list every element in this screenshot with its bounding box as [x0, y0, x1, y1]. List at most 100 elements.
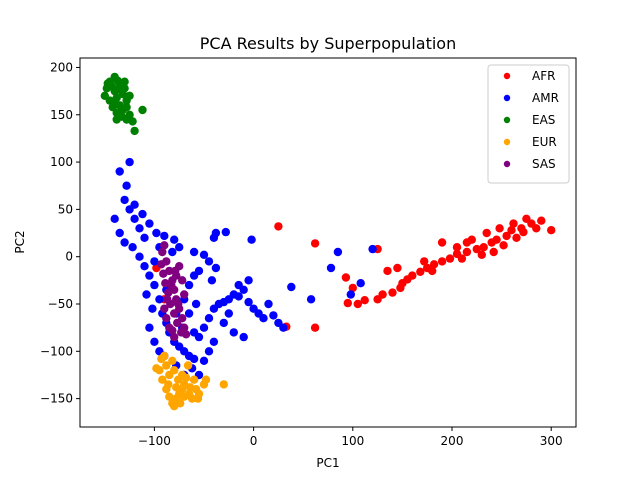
point-amr [184, 280, 194, 290]
y-tick-label: 200 [50, 60, 73, 74]
y-axis-label: PC2 [13, 230, 27, 253]
point-eas [125, 110, 134, 120]
legend-marker-amr [503, 94, 511, 102]
point-afr [373, 295, 382, 304]
plot-points [100, 72, 556, 411]
x-tick-label: 0 [250, 434, 258, 448]
point-afr [348, 283, 357, 293]
y-tick-label: 100 [50, 155, 73, 169]
point-amr [150, 337, 159, 346]
point-afr [420, 257, 429, 266]
point-sas [174, 299, 183, 309]
x-tick-label: 100 [341, 434, 364, 448]
legend-label-eas: EAS [532, 113, 555, 127]
point-sas [168, 326, 177, 335]
point-eur [162, 361, 171, 370]
x-axis-label: PC1 [316, 456, 339, 470]
point-amr [219, 318, 228, 328]
point-amr [189, 354, 199, 364]
point-sas [162, 314, 171, 323]
point-afr [509, 219, 518, 228]
point-afr [547, 226, 556, 235]
point-amr [199, 250, 209, 259]
point-amr [234, 280, 243, 290]
legend-marker-eas [503, 116, 511, 124]
point-sas [177, 328, 186, 337]
point-eur [170, 402, 179, 411]
point-eur [180, 392, 189, 401]
x-tick-label: 300 [540, 434, 563, 448]
point-amr [120, 195, 129, 205]
point-eas [125, 91, 134, 101]
point-afr [416, 267, 425, 276]
point-afr [519, 227, 528, 237]
point-amr [234, 292, 243, 301]
point-amr [170, 235, 179, 244]
point-sas [170, 309, 179, 318]
point-afr [462, 247, 472, 257]
legend-box [487, 64, 570, 184]
legend-label-eur: EUR [532, 135, 557, 149]
point-eur [172, 383, 181, 392]
point-eur [183, 361, 193, 370]
point-amr [145, 219, 154, 228]
point-amr [204, 314, 214, 323]
point-afr [482, 228, 491, 238]
point-amr [125, 157, 134, 167]
y-tick-label: −100 [40, 344, 73, 358]
y-tick-label: 0 [65, 250, 73, 264]
point-eur [193, 394, 203, 403]
point-amr [155, 295, 164, 304]
point-eas [120, 77, 129, 86]
point-sas [158, 247, 167, 257]
point-amr [368, 244, 377, 254]
point-afr [428, 266, 437, 276]
point-sas [171, 266, 180, 276]
point-amr [142, 290, 151, 299]
point-amr [140, 262, 149, 271]
point-sas [159, 269, 168, 278]
point-eur [170, 366, 179, 375]
point-afr [487, 238, 496, 247]
point-eas [138, 105, 147, 115]
point-eur [178, 370, 187, 380]
point-amr [211, 263, 221, 273]
point-afr [437, 257, 447, 266]
point-eas [114, 85, 123, 94]
point-amr [211, 228, 221, 238]
point-amr [135, 224, 144, 233]
point-amr [221, 227, 230, 237]
legend: AFR AMR EAS EUR SAS [487, 64, 570, 184]
point-eur [219, 380, 228, 389]
point-amr [209, 337, 219, 346]
point-eas [130, 126, 139, 136]
point-amr [287, 282, 296, 292]
point-afr [537, 216, 546, 225]
point-eas [128, 117, 137, 126]
point-eur [201, 375, 211, 384]
point-sas [157, 260, 166, 269]
x-tick-label: 200 [441, 434, 464, 448]
point-amr [115, 228, 124, 238]
point-amr [140, 233, 149, 242]
point-eas [103, 79, 113, 88]
point-eur [165, 392, 174, 401]
point-afr [396, 283, 405, 293]
point-eas [122, 103, 131, 112]
point-amr [150, 257, 159, 266]
point-amr [122, 181, 131, 190]
legend-label-amr: AMR [532, 91, 559, 105]
point-amr [191, 299, 201, 309]
point-afr [310, 239, 320, 248]
point-afr [467, 235, 476, 244]
point-amr [207, 276, 217, 285]
chart-title: PCA Results by Superpopulation [200, 34, 456, 53]
point-afr [457, 254, 467, 263]
point-amr [239, 332, 248, 342]
point-amr [189, 328, 199, 337]
point-amr [145, 323, 154, 332]
point-eur [157, 354, 166, 364]
point-amr [175, 243, 184, 252]
point-eur [187, 394, 197, 403]
